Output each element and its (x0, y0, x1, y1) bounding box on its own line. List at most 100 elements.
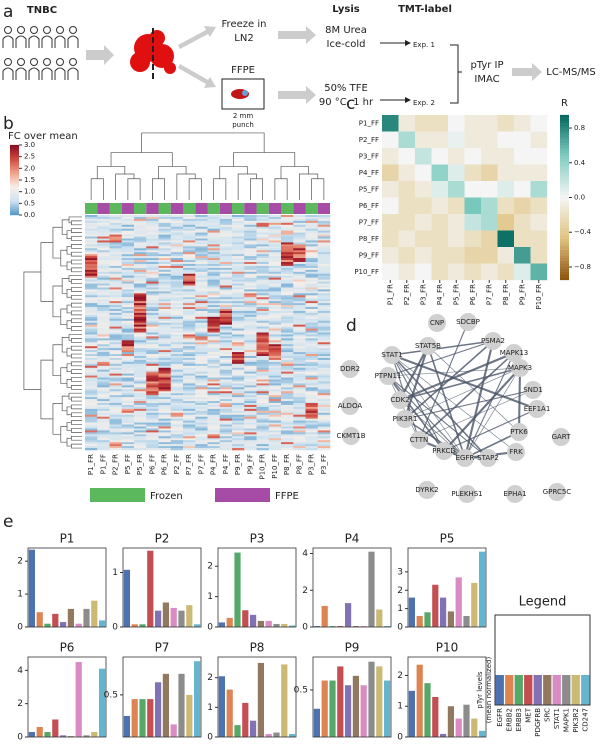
colorbar-tick-label: 0.8 (574, 124, 585, 132)
heatmap-cell (207, 314, 221, 318)
heatmap-cell (317, 403, 331, 406)
colorbar-step (560, 271, 569, 275)
heatmap-cell (281, 307, 294, 310)
heatmap-cell (398, 131, 416, 149)
heatmap-cell (232, 318, 245, 322)
heatmap-cell (158, 344, 172, 347)
dendrogram (71, 369, 82, 374)
heatmap-cell (146, 318, 159, 322)
y-tick-label: 0 (302, 623, 308, 633)
heatmap-cell (256, 403, 270, 406)
colorbar-step (10, 168, 19, 172)
heatmap-cell (134, 444, 147, 447)
heatmap-cell (183, 293, 196, 296)
heatmap-cell (481, 214, 498, 231)
heatmap-cell (256, 340, 270, 343)
heatmap-cell (219, 395, 233, 398)
y-tick-label: 4 (17, 666, 23, 676)
heatmap-cell (281, 228, 294, 231)
heatmap-cell (170, 250, 184, 253)
heatmap-cell (293, 401, 306, 404)
heatmap-cell (305, 244, 319, 247)
heatmap-cell (121, 228, 135, 231)
heatmap-cell (281, 371, 294, 374)
heatmap-cell (121, 381, 135, 384)
heatmap-cell (317, 416, 331, 419)
heatmap-cell (219, 216, 233, 220)
heatmap-cell (158, 289, 172, 292)
network-node (505, 344, 523, 362)
heatmap-cell (305, 369, 319, 372)
dendrogram (71, 310, 82, 316)
heatmap-cell (268, 406, 282, 410)
heatmap-cell (293, 373, 306, 376)
heatmap-cell (448, 214, 465, 231)
heatmap-cell (268, 395, 282, 398)
heatmap-cell (305, 383, 319, 386)
heatmap-cell (158, 367, 172, 371)
heatmap-cell (317, 344, 331, 347)
heatmap-cell (207, 432, 221, 435)
heatmap-cell (268, 448, 282, 451)
heatmap-cell (134, 399, 147, 402)
heatmap-cell (317, 318, 331, 322)
heatmap-cell (219, 344, 233, 347)
colorbar-tick-label: −0.8 (574, 263, 591, 271)
heatmap-cell (481, 263, 498, 281)
heatmap-cell (415, 164, 432, 182)
panel-label: d (346, 316, 357, 336)
heatmap-cell (158, 273, 172, 277)
heatmap-cell (134, 436, 147, 439)
heatmap-cell (207, 406, 221, 410)
column-label: P9_FR (234, 454, 242, 475)
heatmap-cell (305, 354, 319, 357)
plot-frame (407, 547, 487, 628)
heatmap-cell (121, 242, 135, 245)
heatmap-cell (281, 285, 294, 288)
heatmap-cell (281, 346, 294, 349)
heatmap-cell (170, 242, 184, 245)
dendrogram (66, 406, 72, 416)
heatmap-cell (268, 442, 282, 445)
heatmap-cell (256, 289, 270, 292)
heatmap-cell (232, 326, 245, 329)
heatmap-cell (305, 408, 319, 412)
dendrogram (96, 166, 126, 179)
heatmap-cell (146, 224, 159, 228)
heatmap-cell (305, 352, 319, 355)
heatmap-cell (281, 379, 294, 382)
heatmap-cell (256, 305, 270, 308)
heatmap-cell (134, 361, 147, 365)
heatmap-cell (497, 230, 515, 248)
heatmap-cell (195, 275, 208, 278)
heatmap-cell (109, 342, 123, 345)
step: Ice-cold (327, 39, 366, 50)
heatmap-cell (207, 289, 221, 292)
heatmap-cell (158, 448, 172, 451)
heatmap-cell (109, 220, 123, 224)
heatmap-cell (256, 310, 270, 314)
heatmap-cell (268, 236, 282, 239)
heatmap-cell (158, 416, 172, 419)
legend-frame (494, 614, 591, 706)
heatmap-cell (232, 375, 245, 378)
heatmap-cell (244, 226, 257, 230)
heatmap-cell (109, 352, 123, 355)
heatmap-cell (134, 334, 147, 337)
heatmap-cell (268, 269, 282, 273)
bar (313, 626, 320, 627)
heatmap-cell (158, 299, 172, 302)
heatmap-cell (244, 438, 257, 441)
heatmap-cell (244, 258, 257, 261)
heatmap-cell (281, 446, 294, 449)
heatmap-cell (121, 271, 135, 275)
heatmap-cell (293, 424, 306, 427)
heatmap-cell (530, 214, 548, 231)
heatmap-cell (256, 430, 270, 433)
colorbar-step (10, 144, 19, 148)
heatmap-cell (232, 340, 245, 343)
chart-title: P1 (60, 532, 75, 546)
heatmap-cell (158, 295, 172, 298)
heatmap-cell (121, 448, 135, 451)
heatmap-cell (317, 342, 331, 345)
